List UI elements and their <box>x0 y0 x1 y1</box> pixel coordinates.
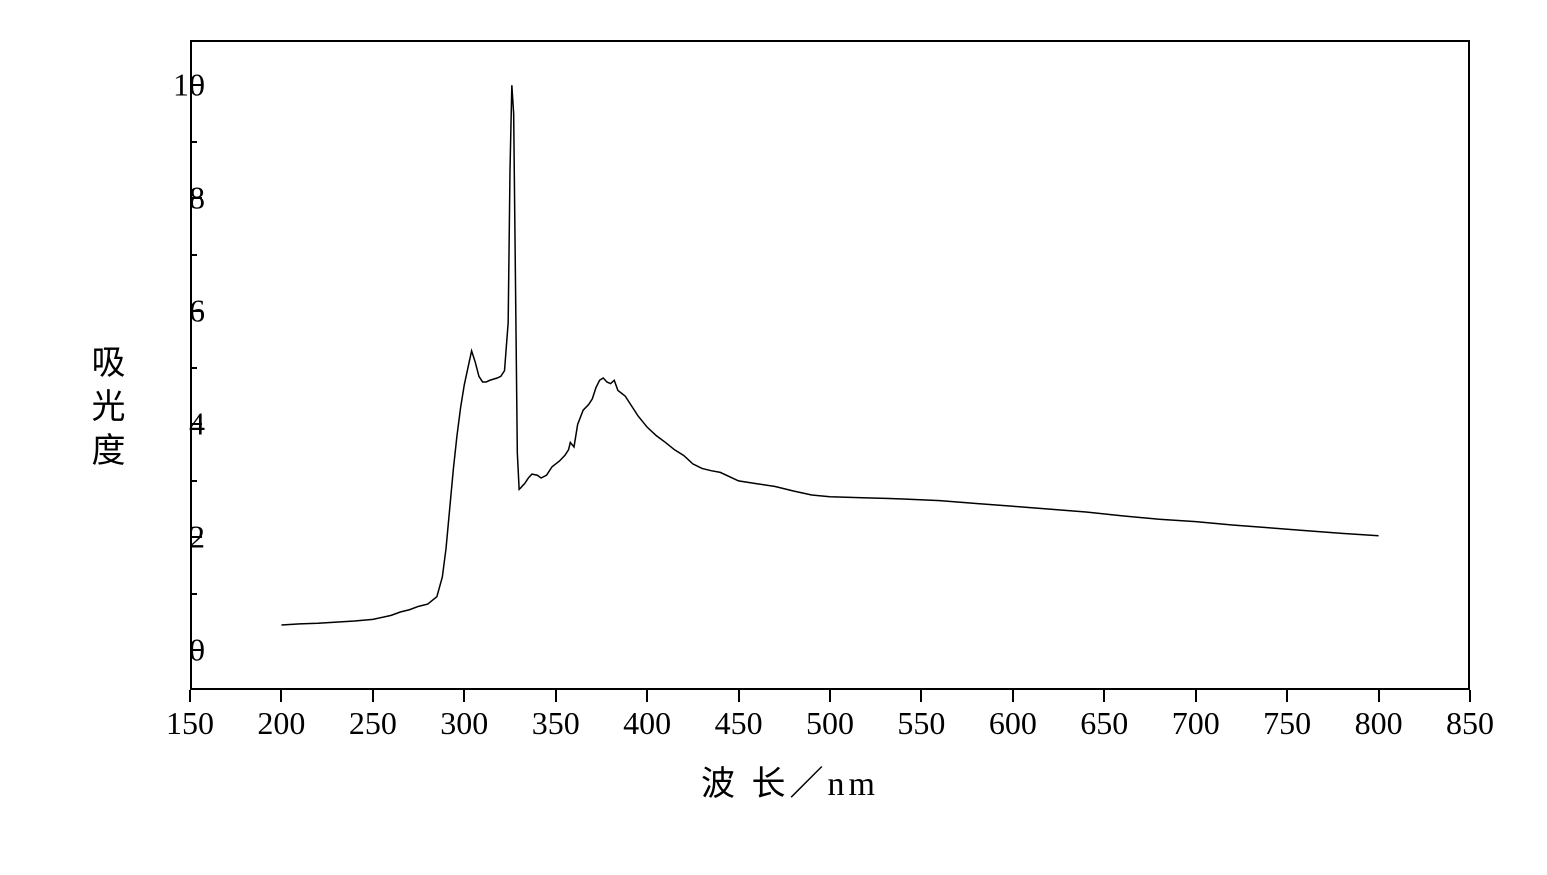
y-axis-label: 吸光度 <box>80 344 129 476</box>
x-tick-major <box>555 690 557 702</box>
spectrum-line <box>190 40 1470 690</box>
x-tick-major <box>1012 690 1014 702</box>
x-tick-major <box>646 690 648 702</box>
x-tick-major <box>1103 690 1105 702</box>
x-tick-label: 800 <box>1355 705 1403 742</box>
x-tick-major <box>372 690 374 702</box>
x-tick-label: 300 <box>440 705 488 742</box>
x-tick-label: 700 <box>1172 705 1220 742</box>
x-tick-major <box>280 690 282 702</box>
x-tick-major <box>738 690 740 702</box>
x-tick-major <box>1469 690 1471 702</box>
x-axis-label: 波 长／nm <box>701 756 879 805</box>
x-tick-label: 450 <box>715 705 763 742</box>
x-tick-label: 350 <box>532 705 580 742</box>
x-tick-major <box>1286 690 1288 702</box>
x-tick-major <box>189 690 191 702</box>
x-tick-label: 500 <box>806 705 854 742</box>
x-tick-label: 850 <box>1446 705 1494 742</box>
x-tick-label: 600 <box>989 705 1037 742</box>
x-tick-major <box>920 690 922 702</box>
x-tick-major <box>463 690 465 702</box>
x-tick-label: 650 <box>1080 705 1128 742</box>
x-tick-label: 150 <box>166 705 214 742</box>
x-tick-major <box>1195 690 1197 702</box>
x-tick-label: 750 <box>1263 705 1311 742</box>
x-tick-label: 550 <box>897 705 945 742</box>
x-tick-label: 250 <box>349 705 397 742</box>
spectrum-chart: 吸光度 波 长／nm 0246810 150200250300350400450… <box>80 20 1500 800</box>
x-tick-major <box>829 690 831 702</box>
x-tick-label: 200 <box>257 705 305 742</box>
x-tick-label: 400 <box>623 705 671 742</box>
x-tick-major <box>1378 690 1380 702</box>
